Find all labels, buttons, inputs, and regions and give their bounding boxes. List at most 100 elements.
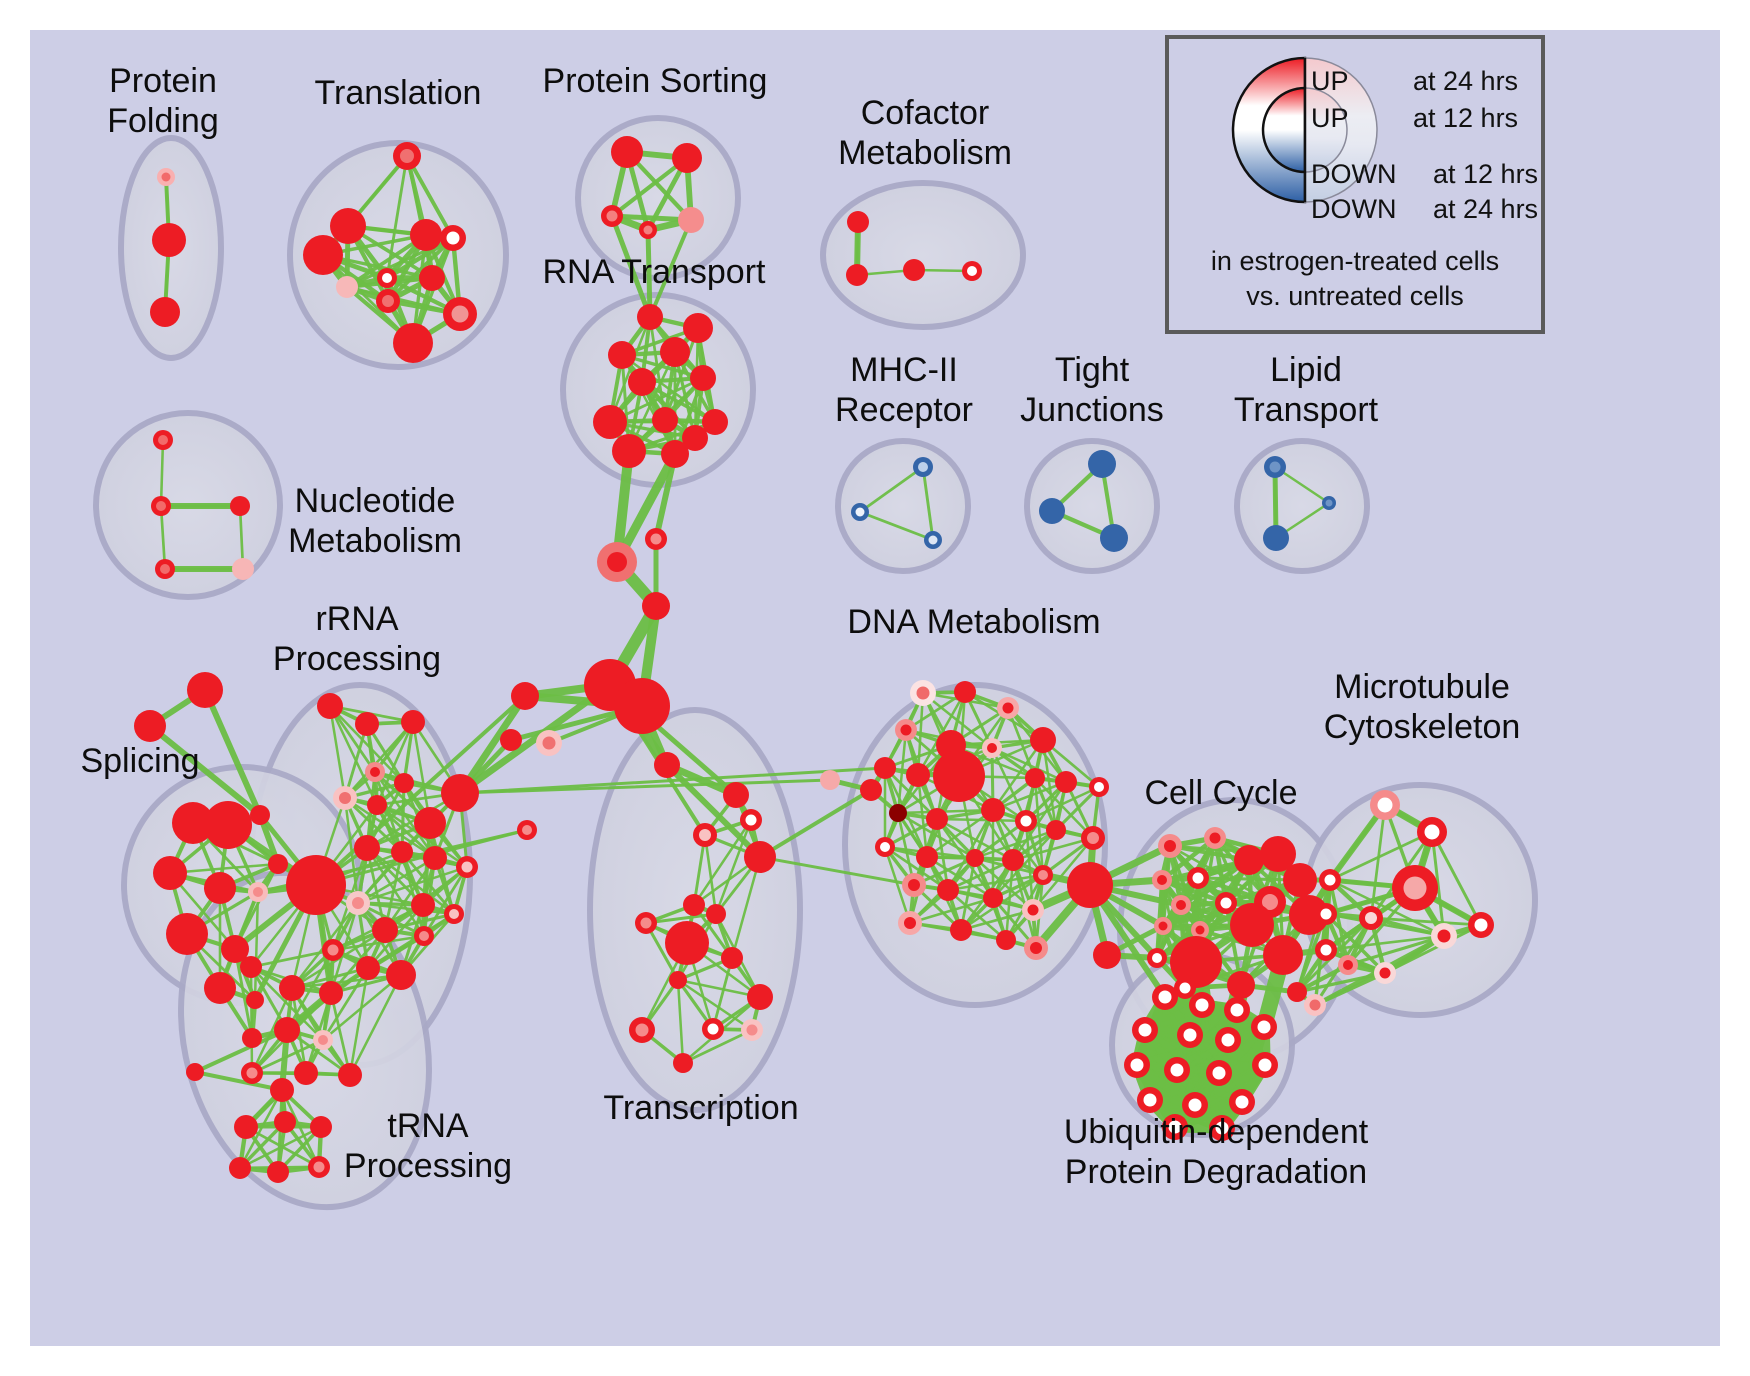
network-node[interactable] xyxy=(267,1161,289,1183)
network-node[interactable] xyxy=(1025,768,1045,788)
network-node[interactable] xyxy=(322,939,344,961)
network-node[interactable] xyxy=(410,219,442,251)
network-node[interactable] xyxy=(996,930,1016,950)
network-node[interactable] xyxy=(1089,777,1109,797)
network-node[interactable] xyxy=(391,841,413,863)
network-node[interactable] xyxy=(268,854,288,874)
network-node[interactable] xyxy=(926,808,948,830)
network-node[interactable] xyxy=(1227,971,1255,999)
network-node[interactable] xyxy=(678,207,704,233)
network-node[interactable] xyxy=(875,837,895,857)
network-node[interactable] xyxy=(1289,895,1329,935)
network-node[interactable] xyxy=(1359,906,1383,930)
network-node[interactable] xyxy=(1191,921,1209,939)
network-node[interactable] xyxy=(997,697,1019,719)
network-node[interactable] xyxy=(635,912,657,934)
network-node[interactable] xyxy=(1164,1057,1190,1083)
network-node[interactable] xyxy=(913,457,933,477)
network-node[interactable] xyxy=(376,289,400,313)
network-node[interactable] xyxy=(155,559,175,579)
network-node[interactable] xyxy=(1374,962,1396,984)
network-node[interactable] xyxy=(669,971,687,989)
network-node[interactable] xyxy=(1234,845,1264,875)
network-node[interactable] xyxy=(1162,1114,1188,1140)
network-node[interactable] xyxy=(336,276,358,298)
network-node[interactable] xyxy=(721,947,743,969)
network-node[interactable] xyxy=(419,265,445,291)
network-node[interactable] xyxy=(933,750,985,802)
network-node[interactable] xyxy=(240,956,262,978)
network-node[interactable] xyxy=(166,913,208,955)
network-node[interactable] xyxy=(1170,936,1222,988)
network-node[interactable] xyxy=(313,1030,333,1050)
network-node[interactable] xyxy=(906,763,930,787)
network-node[interactable] xyxy=(229,1157,251,1179)
network-node[interactable] xyxy=(1187,867,1209,889)
network-node[interactable] xyxy=(1033,865,1053,885)
network-node[interactable] xyxy=(593,405,627,439)
network-node[interactable] xyxy=(150,297,180,327)
network-node[interactable] xyxy=(1264,456,1286,478)
network-node[interactable] xyxy=(895,719,917,741)
network-node[interactable] xyxy=(204,872,236,904)
network-node[interactable] xyxy=(279,975,305,1001)
network-node[interactable] xyxy=(1304,994,1326,1016)
network-node[interactable] xyxy=(983,888,1003,908)
network-node[interactable] xyxy=(661,440,689,468)
network-node[interactable] xyxy=(683,894,705,916)
network-node[interactable] xyxy=(1137,1087,1163,1113)
network-node[interactable] xyxy=(860,779,882,801)
network-node[interactable] xyxy=(660,337,690,367)
network-node[interactable] xyxy=(365,762,385,782)
network-node[interactable] xyxy=(423,846,447,870)
network-node[interactable] xyxy=(310,1116,332,1138)
network-node[interactable] xyxy=(186,1063,204,1081)
network-node[interactable] xyxy=(517,820,537,840)
network-node[interactable] xyxy=(500,729,522,751)
network-node[interactable] xyxy=(1088,450,1116,478)
network-node[interactable] xyxy=(903,259,925,281)
network-node[interactable] xyxy=(1252,1052,1278,1078)
network-node[interactable] xyxy=(612,434,646,468)
network-node[interactable] xyxy=(690,365,716,391)
network-node[interactable] xyxy=(820,770,840,790)
network-node[interactable] xyxy=(982,738,1002,758)
network-node[interactable] xyxy=(1322,496,1336,510)
network-node[interactable] xyxy=(356,956,380,980)
network-node[interactable] xyxy=(1132,1017,1158,1043)
network-node[interactable] xyxy=(308,1156,330,1178)
network-node[interactable] xyxy=(902,873,926,897)
network-node[interactable] xyxy=(1093,941,1121,969)
network-node[interactable] xyxy=(1283,863,1317,897)
network-node[interactable] xyxy=(652,407,678,433)
network-node[interactable] xyxy=(443,297,477,331)
network-node[interactable] xyxy=(1215,1027,1241,1053)
network-node[interactable] xyxy=(846,264,868,286)
network-node[interactable] xyxy=(1177,1022,1203,1048)
network-node[interactable] xyxy=(294,1061,318,1085)
network-node[interactable] xyxy=(683,313,713,343)
network-node[interactable] xyxy=(741,1019,763,1041)
network-node[interactable] xyxy=(645,528,667,550)
network-node[interactable] xyxy=(536,730,562,756)
network-node[interactable] xyxy=(1263,935,1303,975)
network-node[interactable] xyxy=(1209,1115,1235,1141)
network-node[interactable] xyxy=(241,1062,263,1084)
network-node[interactable] xyxy=(346,891,370,915)
network-node[interactable] xyxy=(230,496,250,516)
network-node[interactable] xyxy=(204,801,252,849)
network-node[interactable] xyxy=(898,911,922,935)
network-node[interactable] xyxy=(672,143,702,173)
network-node[interactable] xyxy=(1024,936,1048,960)
network-node[interactable] xyxy=(1287,982,1307,1002)
network-node[interactable] xyxy=(274,1111,296,1133)
network-node[interactable] xyxy=(1046,820,1066,840)
network-node[interactable] xyxy=(1431,923,1457,949)
network-node[interactable] xyxy=(204,972,236,1004)
network-node[interactable] xyxy=(962,261,982,281)
network-node[interactable] xyxy=(1171,895,1191,915)
network-node[interactable] xyxy=(702,409,728,435)
network-node[interactable] xyxy=(847,211,869,233)
network-node[interactable] xyxy=(333,786,357,810)
network-node[interactable] xyxy=(1174,977,1196,999)
